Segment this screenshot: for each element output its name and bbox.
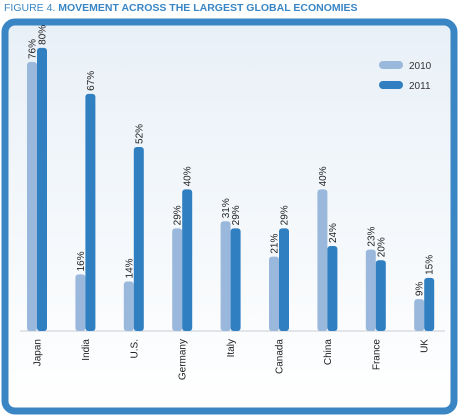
category-label-india: India (81, 339, 92, 361)
bar-japan-2010 (27, 62, 37, 331)
chart-panel (1, 18, 458, 415)
value-label-japan-2011: 80% (38, 25, 49, 45)
bar-italy-2011 (230, 228, 241, 331)
value-label-uk-2010: 9% (415, 282, 426, 297)
legend: 2010 2011 (379, 61, 432, 92)
legend-swatch-2011 (379, 81, 403, 89)
category-label-uk: UK (420, 339, 431, 353)
bar-italy-2010 (220, 221, 231, 331)
bar-uk-2011 (424, 277, 435, 331)
value-label-india-2011: 67% (86, 71, 97, 91)
category-label-china: China (323, 339, 334, 366)
value-label-china-2011: 24% (328, 223, 339, 243)
value-label-us-2011: 52% (134, 124, 145, 144)
bar-france-2010 (365, 249, 376, 331)
value-label-italy-2010: 31% (221, 198, 232, 218)
bars-group (27, 47, 435, 332)
value-label-us-2010: 14% (124, 258, 135, 278)
category-label-canada: Canada (275, 339, 286, 374)
category-label-us: U.S. (129, 339, 140, 358)
bar-china-2010 (317, 189, 328, 331)
bar-canada-2011 (279, 228, 289, 331)
value-label-italy-2011: 29% (231, 205, 242, 225)
category-label-japan: Japan (33, 339, 44, 366)
bar-japan-2011 (37, 47, 47, 332)
bar-france-2011 (375, 260, 386, 331)
figure-title: FIGURE 4. MOVEMENT ACROSS THE LARGEST GL… (4, 2, 358, 14)
category-label-italy: Italy (226, 339, 237, 357)
legend-swatch-2010 (379, 61, 403, 69)
bar-us-2011 (133, 146, 144, 331)
bar-germany-2011 (182, 189, 193, 331)
value-label-china-2010: 40% (318, 166, 329, 186)
bar-india-2010 (75, 274, 86, 331)
value-label-france-2011: 20% (376, 237, 387, 257)
bar-germany-2010 (172, 228, 183, 331)
legend-label-2010: 2010 (409, 61, 432, 72)
value-label-germany-2010: 29% (173, 205, 184, 225)
value-label-japan-2010: 76% (28, 39, 39, 59)
category-labels-group: Japan India U.S. Germany Italy Canada China Fra… (33, 339, 431, 381)
value-label-france-2010: 23% (366, 226, 377, 246)
bar-india-2011 (85, 93, 96, 332)
bar-us-2010 (123, 281, 134, 331)
value-label-canada-2011: 29% (280, 205, 291, 225)
value-label-uk-2011: 15% (425, 255, 436, 275)
figure-label: FIGURE 4. (4, 2, 56, 14)
value-label-germany-2011: 40% (183, 166, 194, 186)
category-label-france: France (371, 339, 382, 371)
bar-china-2011 (327, 246, 338, 331)
value-label-canada-2010: 21% (270, 234, 281, 254)
value-labels-group: 76%80%16%67%14%52%29%40%31% 29%21%29%40%2… (28, 25, 436, 296)
bar-uk-2010 (414, 299, 425, 331)
category-label-germany: Germany (178, 339, 189, 380)
figure-heading: MOVEMENT ACROSS THE LARGEST GLOBAL ECONO… (58, 2, 358, 14)
value-label-india-2010: 16% (76, 251, 87, 271)
legend-label-2011: 2011 (409, 81, 431, 92)
bar-canada-2010 (269, 256, 279, 331)
